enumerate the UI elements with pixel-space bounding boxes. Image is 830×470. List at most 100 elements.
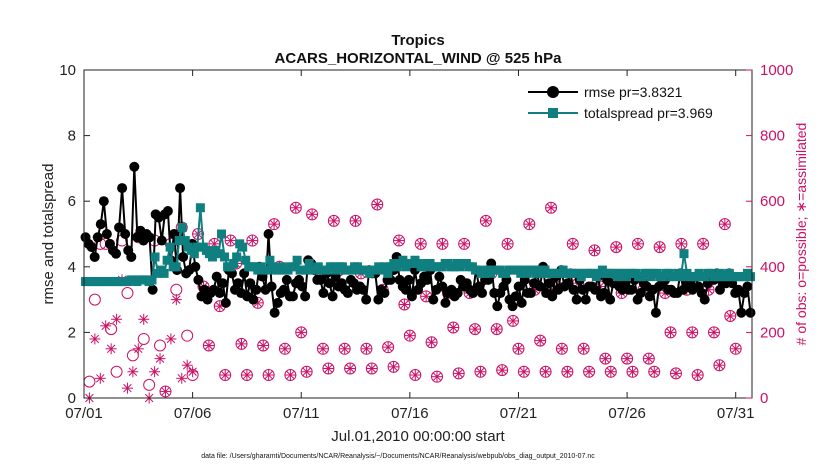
star-stroke (340, 344, 349, 354)
spread-point (304, 259, 314, 269)
rmse-point (736, 307, 747, 318)
rmse-point (467, 288, 478, 299)
star-stroke (677, 239, 686, 249)
obs-assimilated-point (121, 382, 133, 394)
rmse-point (86, 242, 97, 253)
rmse-point (571, 294, 582, 305)
series (80, 161, 756, 318)
rmse-point (251, 284, 262, 295)
obs-possible-point (143, 378, 156, 391)
obs-assimilated-point (621, 353, 633, 365)
obs-assimilated-point (436, 238, 448, 250)
rmse-point (126, 251, 137, 262)
rmse-point (144, 232, 155, 243)
obs-possible-point (154, 339, 167, 352)
star-stroke (405, 331, 415, 340)
star-stroke (106, 344, 116, 354)
spread-point (380, 262, 390, 272)
rmse-point (272, 297, 283, 308)
star-stroke (476, 367, 485, 377)
obs-assimilated-point (94, 372, 106, 384)
obs-assimilated-point (279, 343, 291, 355)
star-stroke (286, 370, 295, 380)
star-stroke (182, 360, 192, 370)
x-tick-label: 07/11 (283, 405, 319, 422)
rmse-point (589, 284, 600, 295)
star-stroke (150, 367, 159, 377)
y-axis-right-label: # of obs: o=possible; ∗=assimilated (793, 123, 809, 346)
rmse-point (233, 278, 244, 289)
star-stroke (220, 370, 230, 380)
star-stroke (449, 323, 458, 332)
star-stroke (400, 300, 409, 309)
obs-assimilated-point (545, 202, 557, 214)
y-tick-label: 8 (68, 128, 76, 145)
obs-assimilated-point (339, 343, 351, 355)
star-stroke (302, 367, 311, 377)
rmse-point (117, 183, 128, 194)
rmse-point (300, 291, 311, 302)
star-stroke (606, 367, 616, 377)
obs-assimilated-point (648, 366, 660, 378)
rmse-point (580, 294, 591, 305)
star-stroke (519, 367, 529, 377)
star-stroke (535, 336, 545, 345)
star-stroke (128, 367, 138, 377)
rmse-point (269, 307, 280, 318)
spread-point (177, 222, 187, 232)
obs-assimilated-point (469, 323, 481, 335)
spread-point (679, 249, 689, 259)
obs-assimilated-point (583, 366, 595, 378)
star-stroke (139, 315, 148, 324)
obs-assimilated-point (643, 353, 655, 365)
spread-point (241, 255, 251, 265)
star-stroke (96, 374, 105, 383)
obs-assimilated-point (556, 343, 568, 355)
obs-assimilated-point (447, 321, 459, 333)
obs-assimilated-point (474, 366, 486, 378)
rmse-point (428, 294, 439, 305)
star-stroke (324, 364, 333, 373)
spread-point (220, 252, 230, 262)
spread-point (398, 255, 408, 265)
star-stroke (258, 341, 268, 350)
rmse-point (358, 284, 369, 295)
star-stroke (345, 364, 355, 373)
y-right-tick-label: 600 (760, 193, 785, 210)
obs-assimilated-point (730, 343, 742, 355)
obs-assimilated-point (181, 359, 193, 371)
obs-possible-point (126, 349, 139, 362)
rmse-point (220, 297, 231, 308)
rmse-point (507, 301, 518, 312)
rmse-point (156, 235, 167, 246)
rmse-point (342, 288, 353, 299)
rmse-point (650, 307, 661, 318)
obs-assimilated-point (426, 336, 438, 348)
star-stroke (622, 354, 632, 363)
star-stroke (112, 315, 121, 324)
obs-assimilated-point (154, 353, 166, 365)
obs-assimilated-point (149, 366, 161, 378)
star-stroke (584, 367, 594, 377)
star-stroke (459, 239, 469, 249)
rmse-point (278, 284, 289, 295)
obs-assimilated-point (350, 215, 362, 227)
rmse-point (162, 206, 173, 217)
star-stroke (492, 324, 501, 334)
star-stroke (280, 344, 290, 354)
chart-title: Tropics (391, 32, 444, 49)
star-stroke (166, 334, 176, 344)
rmse-point (434, 271, 445, 282)
legend-spread-label: totalspread pr=3.969 (584, 105, 713, 121)
star-stroke (726, 311, 735, 321)
star-stroke (427, 337, 436, 347)
obs-possible-point (83, 375, 96, 388)
x-tick-label: 07/26 (608, 405, 646, 422)
rmse-point (379, 288, 390, 299)
star-stroke (731, 344, 740, 354)
y-tick-label: 4 (68, 259, 76, 276)
rmse-point (92, 232, 103, 243)
obs-assimilated-point (561, 366, 573, 378)
obs-assimilated-point (627, 366, 639, 378)
rmse-point (89, 251, 100, 262)
